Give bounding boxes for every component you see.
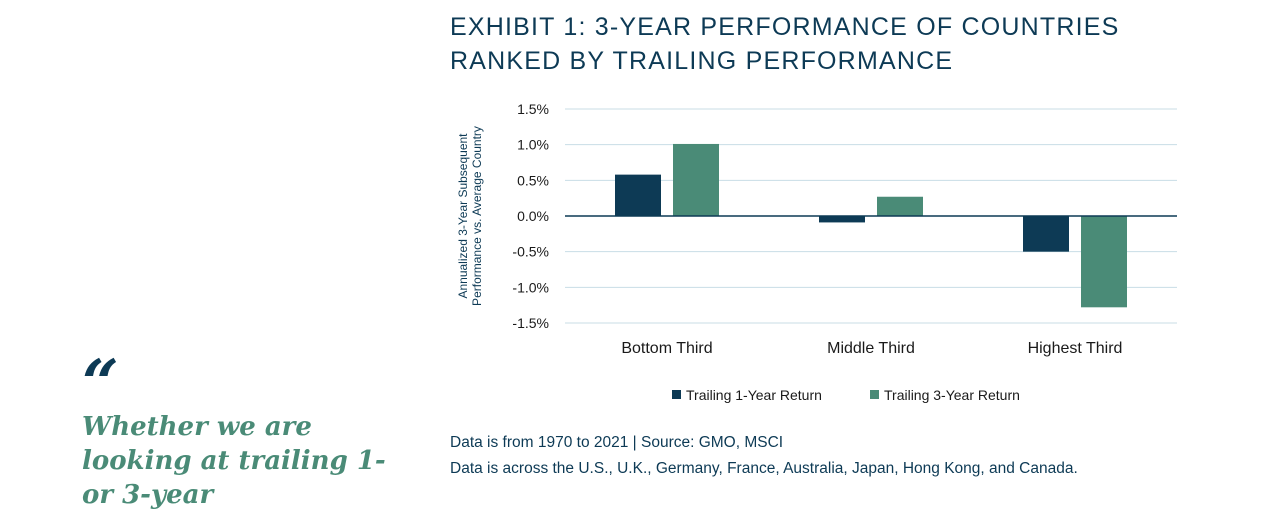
y-axis-title-line: Performance vs. Average Country bbox=[470, 126, 484, 306]
legend-label: Trailing 3-Year Return bbox=[884, 387, 1020, 403]
x-category-label: Middle Third bbox=[827, 340, 915, 357]
bar-trailing-3yr bbox=[1081, 216, 1127, 308]
y-axis-title-line: Annualized 3-Year Subsequent bbox=[456, 133, 470, 299]
bar-trailing-3yr bbox=[877, 196, 923, 216]
coverage-note: Data is across the U.S., U.K., Germany, … bbox=[450, 460, 1078, 477]
y-tick-label: -1.5% bbox=[512, 315, 549, 331]
x-category-label: Highest Third bbox=[1028, 340, 1123, 357]
x-axis: Bottom Third Middle Third Highest Third bbox=[621, 340, 1122, 357]
legend-label: Trailing 1-Year Return bbox=[686, 387, 822, 403]
quote-mark: “ bbox=[82, 346, 119, 421]
bar-chart: 1.5% 1.0% 0.5% 0.0% -0.5% -1.0% -1.5% Bottom T… bbox=[456, 101, 1177, 403]
legend-swatch bbox=[870, 390, 879, 399]
gridlines bbox=[565, 108, 1177, 324]
y-axis-title: Annualized 3-Year Subsequent Performance … bbox=[456, 126, 484, 306]
bars bbox=[615, 143, 1127, 308]
y-axis: 1.5% 1.0% 0.5% 0.0% -0.5% -1.0% -1.5% bbox=[512, 101, 549, 331]
bar-trailing-3yr bbox=[673, 143, 719, 216]
pull-quote-text: Whether we are looking at trailing 1- or… bbox=[82, 412, 386, 510]
y-tick-label: 1.5% bbox=[517, 101, 549, 117]
legend-swatch bbox=[672, 390, 681, 399]
legend: Trailing 1-Year Return Trailing 3-Year Re… bbox=[672, 387, 1020, 403]
source-note: Data is from 1970 to 2021 | Source: GMO,… bbox=[450, 434, 784, 451]
bar-trailing-1yr bbox=[1023, 216, 1069, 252]
y-tick-label: 0.0% bbox=[517, 208, 549, 224]
y-tick-label: -1.0% bbox=[512, 279, 549, 295]
x-category-label: Bottom Third bbox=[621, 340, 712, 357]
bar-trailing-1yr bbox=[615, 174, 661, 216]
y-tick-label: -0.5% bbox=[512, 244, 549, 260]
chart-title: EXHIBIT 1: 3-YEAR PERFORMANCE OF COUNTRI… bbox=[450, 13, 1120, 75]
bar-trailing-1yr bbox=[819, 216, 865, 223]
y-tick-label: 1.0% bbox=[517, 137, 549, 153]
y-tick-label: 0.5% bbox=[517, 172, 549, 188]
